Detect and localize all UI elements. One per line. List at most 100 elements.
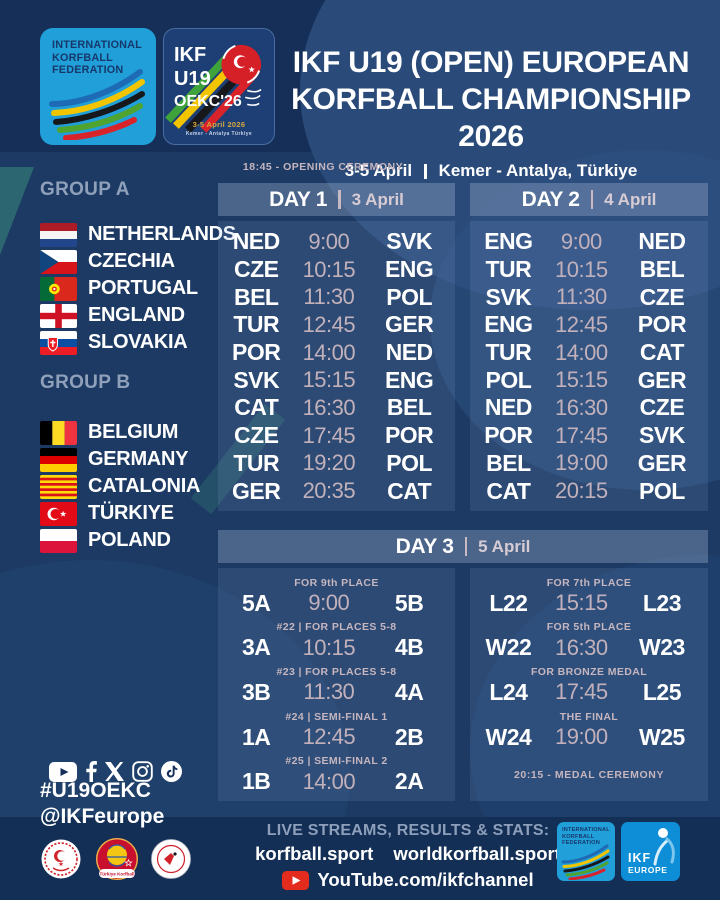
home-team: POR xyxy=(484,422,533,449)
home-team: W24 xyxy=(485,723,532,750)
team-name: CZECHIA xyxy=(88,250,175,272)
home-team: BEL xyxy=(233,283,279,310)
korfball-sport-link[interactable]: korfball.sport xyxy=(255,843,374,864)
away-team: POR xyxy=(384,422,434,449)
ikf-europe-badge-line: EUROPE xyxy=(628,865,668,875)
team-row: POLAND xyxy=(40,527,200,554)
oekc-logo-badge: IKF U19 OEKC'26 3-5 April 2026 Kemer - A… xyxy=(163,28,275,145)
home-team: TUR xyxy=(485,339,532,366)
match-time: 15:15 xyxy=(302,367,356,393)
ikf-badge-line: INTERNATIONAL xyxy=(52,39,142,51)
university-sports-federation-logo xyxy=(151,839,191,879)
home-team: BEL xyxy=(486,449,531,476)
opening-ceremony-note: 18:45 - OPENING CEREMONY xyxy=(242,161,404,173)
placement-match: #25 | SEMI-FINAL 2 1B 14:00 2A xyxy=(218,752,455,797)
match-time: 11:30 xyxy=(303,679,355,705)
away-team: BEL xyxy=(639,256,685,283)
home-team: 5A xyxy=(242,589,271,616)
match-time: 10:15 xyxy=(302,256,356,282)
youtube-icon[interactable] xyxy=(49,761,77,782)
ikf-badge-line: FEDERATION xyxy=(562,840,600,847)
match-time: 14:00 xyxy=(302,339,356,365)
home-team: POL xyxy=(485,366,532,393)
placement-match: #24 | SEMI-FINAL 1 1A 12:45 2B xyxy=(218,708,455,753)
match-row: CAT 16:30 BEL xyxy=(218,394,455,422)
social-handle-text: @IKFeurope xyxy=(40,805,165,828)
away-team: ENG xyxy=(384,366,434,393)
event-location: Kemer - Antalya, Türkiye xyxy=(438,161,638,180)
day3-title: DAY 3 xyxy=(395,534,454,558)
day1-title: DAY 1 xyxy=(269,187,328,211)
match-label: #23 | FOR PLACES 5-8 xyxy=(276,665,397,678)
match-time: 15:15 xyxy=(555,590,608,616)
placement-match: FOR 9th PLACE 5A 9:00 5B xyxy=(218,574,455,619)
away-team: NED xyxy=(385,339,434,366)
match-row: NED 16:30 CZE xyxy=(470,394,708,422)
event-title-block: IKF U19 (OPEN) EUROPEAN KORFBALL CHAMPIO… xyxy=(262,44,720,181)
flag-portugal-icon xyxy=(40,276,77,301)
placement-match: #22 | FOR PLACES 5-8 3A 10:15 4B xyxy=(218,619,455,664)
away-team: CZE xyxy=(639,394,685,421)
match-label: #22 | FOR PLACES 5-8 xyxy=(276,621,397,634)
away-team: 2B xyxy=(394,723,424,750)
team-name: CATALONIA xyxy=(88,475,201,497)
facebook-icon[interactable] xyxy=(85,761,97,782)
team-row: NETHERLANDS xyxy=(40,221,236,248)
x-icon[interactable] xyxy=(105,762,124,781)
match-time: 20:35 xyxy=(302,478,356,504)
divider xyxy=(464,537,468,556)
team-name: PORTUGAL xyxy=(88,277,198,299)
team-name: NETHERLANDS xyxy=(88,223,236,245)
team-name: BELGIUM xyxy=(88,421,179,443)
home-team: CZE xyxy=(233,422,279,449)
match-time: 9:00 xyxy=(308,590,350,616)
away-team: L25 xyxy=(642,678,682,705)
ikf-logo-badge: INTERNATIONAL KORFBALL FEDERATION xyxy=(40,28,156,145)
day3-left-column: FOR 9th PLACE 5A 9:00 5B #22 | FOR PLACE… xyxy=(218,568,455,801)
home-team: POR xyxy=(232,339,281,366)
match-time: 14:00 xyxy=(555,339,608,365)
away-team: POL xyxy=(386,449,433,476)
group-a-title: GROUP A xyxy=(40,179,130,200)
away-team: CAT xyxy=(387,477,432,504)
placement-match: FOR 7th PLACE L22 15:15 L23 xyxy=(470,574,708,619)
home-team: L24 xyxy=(489,678,528,705)
tiktok-icon[interactable] xyxy=(161,761,182,782)
match-row: NED 9:00 SVK xyxy=(218,228,455,256)
flag-catalonia-icon xyxy=(40,474,77,499)
match-row: GER 20:35 CAT xyxy=(218,477,455,505)
youtube-channel-row[interactable]: YouTube.com/ikfchannel xyxy=(256,869,560,891)
turkiye-korfball-caption: Türkiye Korfball xyxy=(100,871,135,876)
match-time: 9:00 xyxy=(308,228,350,254)
team-row: TÜRKIYE xyxy=(40,500,200,527)
day3-date: 5 April xyxy=(478,536,531,556)
home-team: SVK xyxy=(485,283,532,310)
match-row: POR 17:45 SVK xyxy=(470,422,708,450)
match-label: FOR 5th PLACE xyxy=(546,621,632,634)
home-team: CZE xyxy=(233,256,279,283)
match-time: 16:30 xyxy=(302,394,356,420)
away-team: 4B xyxy=(394,634,424,661)
team-row: CATALONIA xyxy=(40,473,200,500)
team-row: PORTUGAL xyxy=(40,275,236,302)
away-team: CAT xyxy=(639,339,685,366)
home-team: CAT xyxy=(486,477,531,504)
match-time: 11:30 xyxy=(555,284,607,310)
home-team: ENG xyxy=(484,311,533,338)
placement-match: #23 | FOR PLACES 5-8 3B 11:30 4A xyxy=(218,663,455,708)
instagram-icon[interactable] xyxy=(132,761,153,782)
away-team: 2A xyxy=(394,768,424,795)
ikf-europe-logo-badge: IKF EUROPE xyxy=(621,822,680,881)
hashtag-text: #U19OEKC xyxy=(40,779,151,802)
ikf-badge-line: KORFBALL xyxy=(52,51,113,64)
team-row: SLOVAKIA xyxy=(40,329,236,356)
worldkorfball-sport-link[interactable]: worldkorfball.sport xyxy=(393,843,561,864)
oekc-badge-line: IKF xyxy=(174,44,207,66)
away-team: GER xyxy=(637,366,687,393)
away-team: POL xyxy=(639,477,685,504)
partner-logos: Türkiye Korfball xyxy=(41,838,191,880)
away-team: L23 xyxy=(642,589,682,616)
day1-date: 3 April xyxy=(351,189,404,209)
match-row: CZE 17:45 POR xyxy=(218,422,455,450)
match-time: 17:45 xyxy=(555,679,608,705)
